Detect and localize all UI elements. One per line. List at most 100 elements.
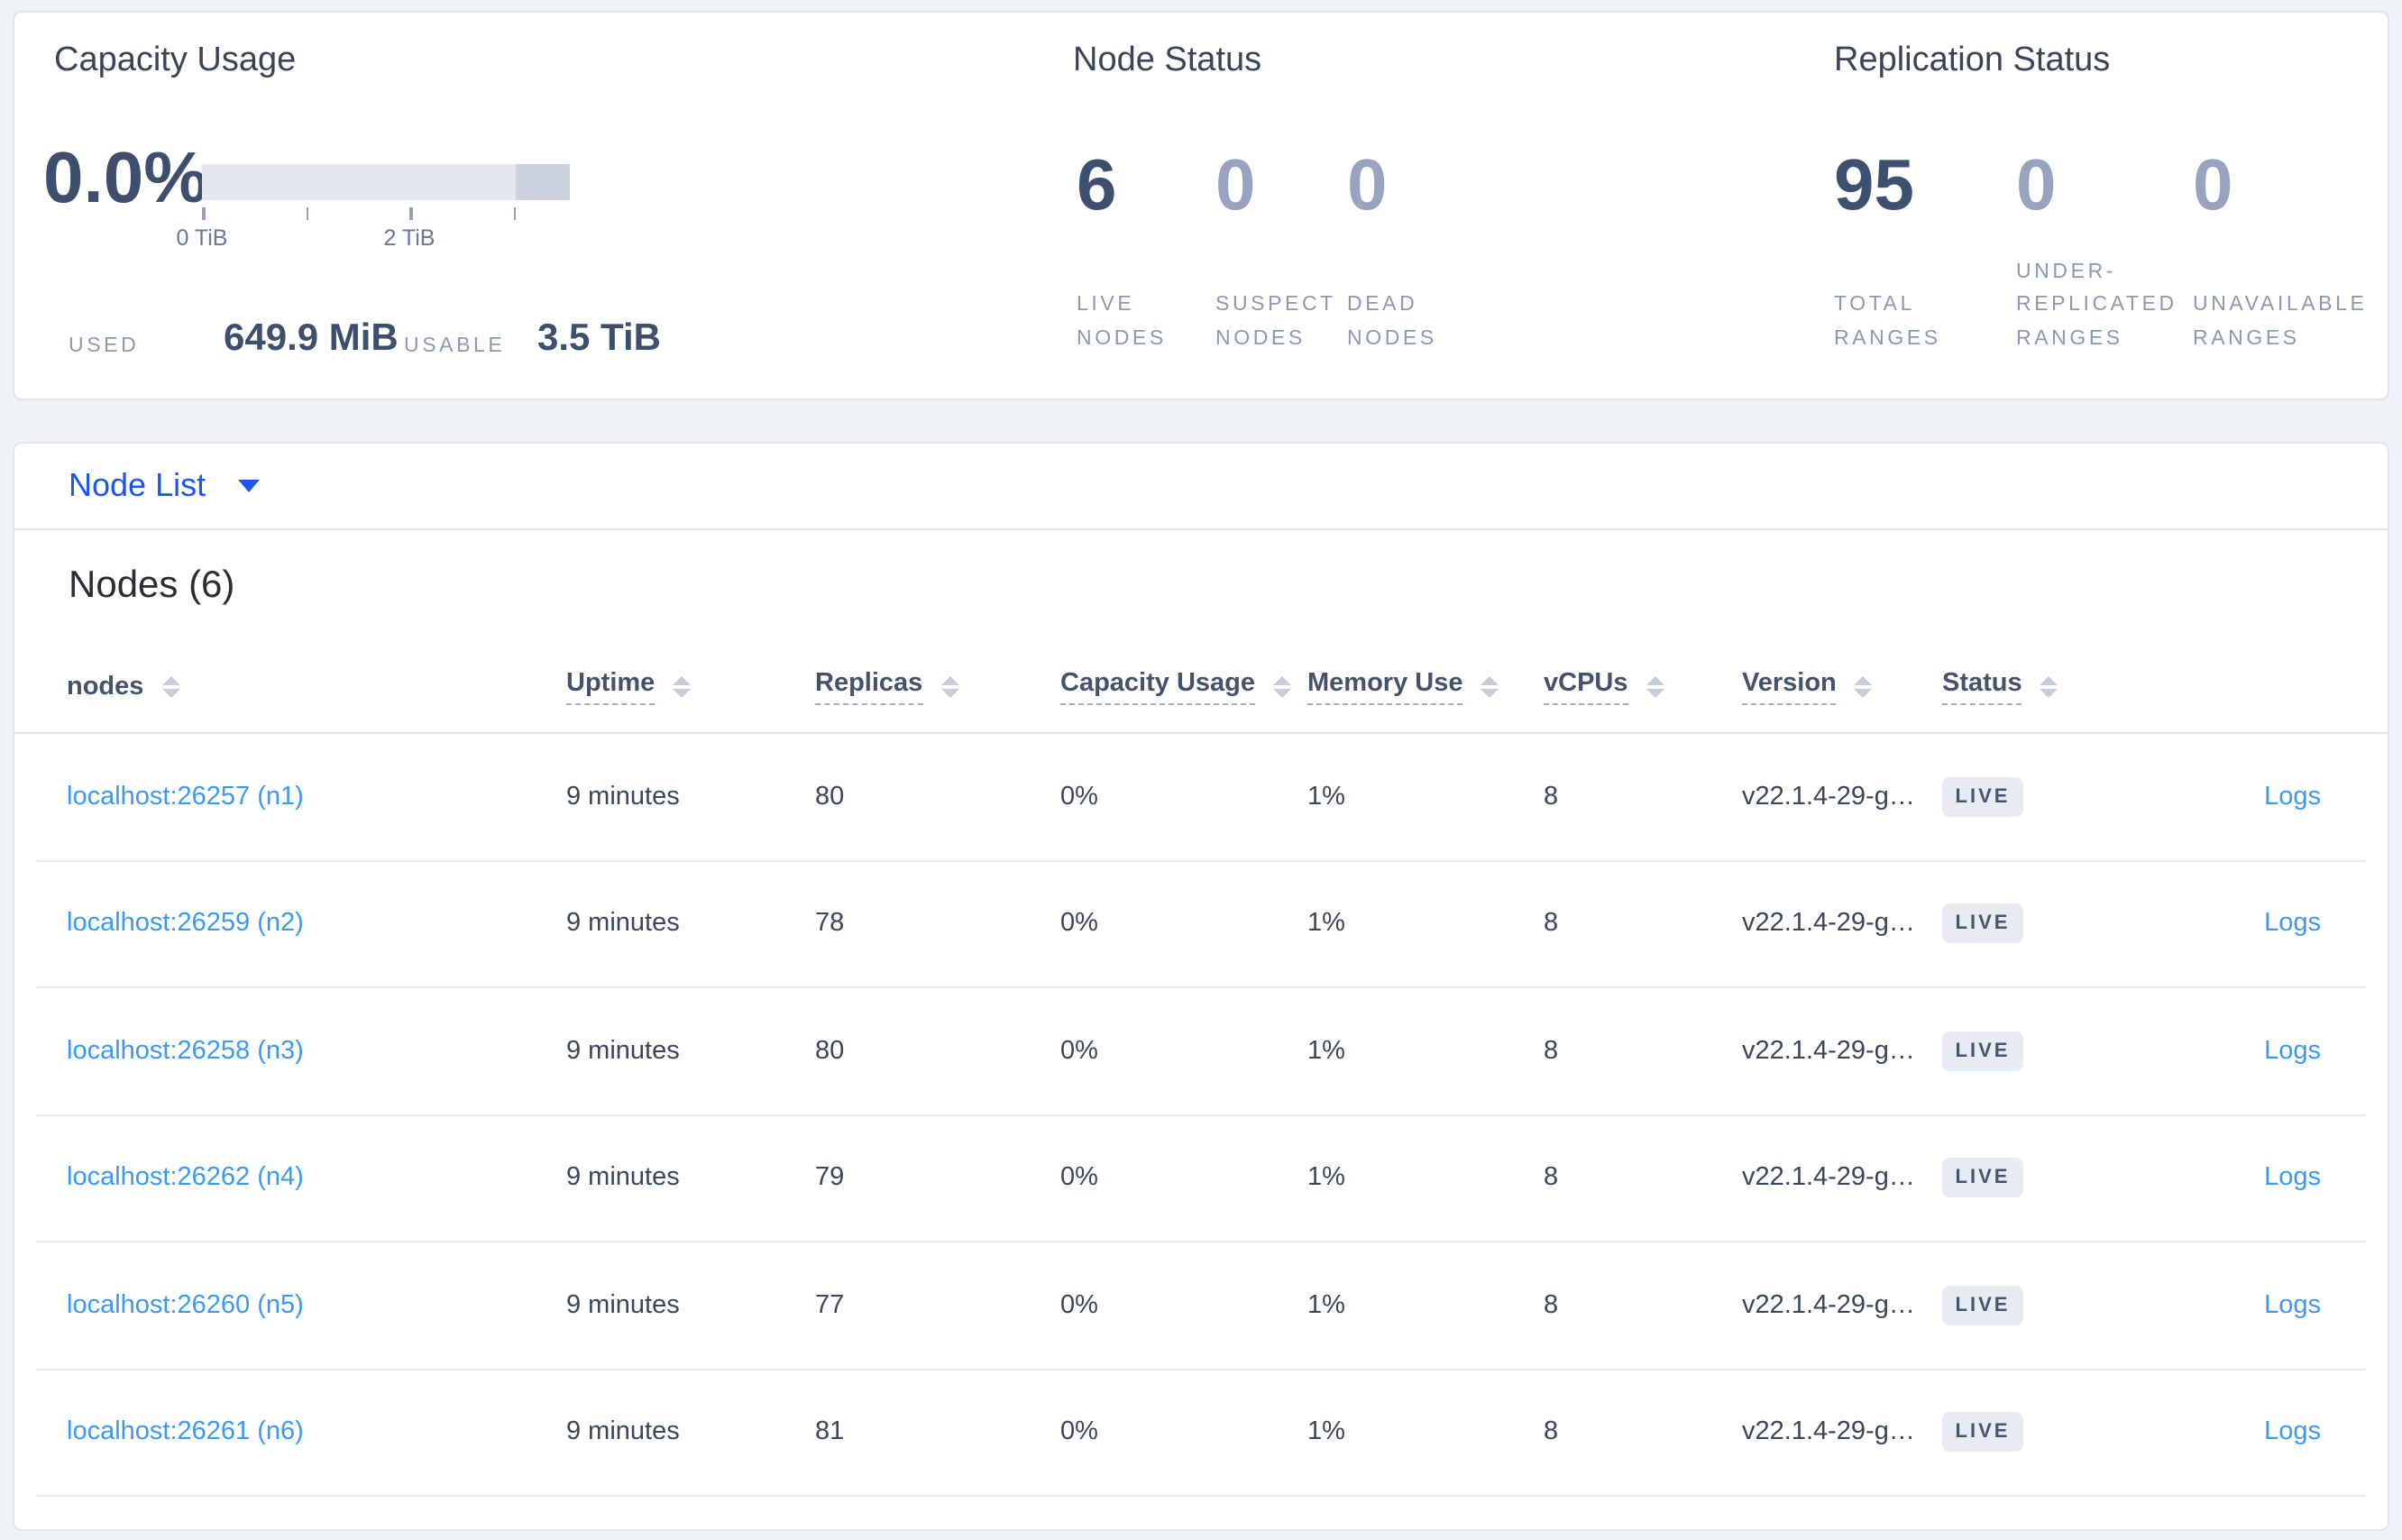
version-cell: v22.1.4-29-g… — [1742, 1036, 1915, 1066]
status-badge: LIVE — [1942, 776, 2023, 817]
axis-tick — [513, 207, 516, 220]
status-badge: LIVE — [1942, 1412, 2023, 1453]
table-row: localhost:26257 (n1) 9 minutes 80 0% 1% … — [36, 734, 2366, 861]
total-ranges-value: 95 — [1834, 146, 1914, 225]
table-row: localhost:26260 (n5) 9 minutes 77 0% 1% … — [36, 1242, 2366, 1370]
memory-use-cell: 1% — [1307, 1290, 1345, 1320]
vcpus-cell: 8 — [1544, 909, 1559, 939]
used-label: USED — [69, 335, 140, 357]
logs-link[interactable]: Logs — [2264, 1036, 2321, 1066]
replicas-cell: 79 — [815, 1163, 845, 1193]
node-status-title: Node Status — [1073, 41, 1262, 79]
replicas-cell: 80 — [815, 1036, 845, 1066]
sort-icon[interactable] — [1481, 675, 1499, 699]
node-link[interactable]: localhost:26262 (n4) — [67, 1163, 304, 1193]
sort-icon[interactable] — [1854, 675, 1873, 699]
column-header-uptime[interactable]: Uptime — [566, 669, 815, 705]
vcpus-cell: 8 — [1544, 782, 1559, 811]
live-nodes-value: 6 — [1077, 146, 1117, 225]
column-header-nodes[interactable]: nodes — [67, 673, 566, 701]
uptime-cell: 9 minutes — [566, 1163, 680, 1193]
vcpus-cell: 8 — [1544, 1290, 1559, 1320]
capacity-usage-cell: 0% — [1060, 1417, 1098, 1447]
cluster-summary-card: Capacity Usage 0.0% 0 TiB 2 TiB USED 649… — [13, 11, 2389, 400]
column-header-replicas[interactable]: Replicas — [815, 669, 1060, 705]
suspect-nodes-value: 0 — [1215, 146, 1256, 225]
replicas-cell: 80 — [815, 782, 845, 811]
version-cell: v22.1.4-29-g… — [1742, 1290, 1915, 1320]
capacity-usage-cell: 0% — [1060, 1036, 1098, 1066]
used-value: 649.9 MiB — [224, 317, 399, 359]
axis-tick-label: 0 TiB — [176, 225, 228, 251]
chevron-down-icon[interactable] — [238, 480, 261, 492]
logs-link[interactable]: Logs — [2264, 1290, 2321, 1320]
capacity-usage-cell: 0% — [1060, 782, 1098, 811]
unavailable-ranges-value: 0 — [2193, 146, 2233, 225]
logs-link[interactable]: Logs — [2264, 1417, 2321, 1447]
node-link[interactable]: localhost:26258 (n3) — [67, 1036, 304, 1066]
table-row: localhost:26261 (n6) 9 minutes 81 0% 1% … — [36, 1370, 2366, 1497]
logs-link[interactable]: Logs — [2264, 782, 2321, 811]
node-list-dropdown[interactable]: Node List — [69, 467, 206, 503]
capacity-usage-bar — [202, 164, 570, 200]
usable-value: 3.5 TiB — [537, 317, 661, 359]
usable-label: USABLE — [404, 335, 506, 357]
sort-icon[interactable] — [1273, 675, 1291, 699]
unavailable-ranges-label: UNAVAILABLE RANGES — [2193, 294, 2368, 350]
nodes-table-title: Nodes (6) — [69, 564, 235, 606]
vcpus-cell: 8 — [1544, 1417, 1559, 1447]
table-row: localhost:26258 (n3) 9 minutes 80 0% 1% … — [36, 988, 2366, 1115]
under-replicated-ranges-value: 0 — [2016, 146, 2057, 225]
version-cell: v22.1.4-29-g… — [1742, 1163, 1915, 1193]
sort-icon[interactable] — [940, 675, 959, 699]
sort-icon[interactable] — [673, 675, 692, 699]
status-badge: LIVE — [1942, 903, 2023, 944]
replicas-cell: 81 — [815, 1417, 845, 1447]
column-header-status[interactable]: Status — [1942, 669, 2171, 705]
capacity-bar-dark-segment — [516, 164, 570, 200]
replicas-cell: 77 — [815, 1290, 845, 1320]
capacity-usage-cell: 0% — [1060, 909, 1098, 939]
table-row: localhost:26262 (n4) 9 minutes 79 0% 1% … — [36, 1115, 2366, 1242]
sort-icon[interactable] — [161, 675, 180, 699]
column-header-capacity-usage[interactable]: Capacity Usage — [1060, 669, 1307, 705]
axis-tick — [202, 207, 205, 220]
node-link[interactable]: localhost:26261 (n6) — [67, 1417, 304, 1447]
vcpus-cell: 8 — [1544, 1036, 1559, 1066]
capacity-usage-cell: 0% — [1060, 1163, 1098, 1193]
uptime-cell: 9 minutes — [566, 782, 680, 811]
capacity-usage-cell: 0% — [1060, 1290, 1098, 1320]
uptime-cell: 9 minutes — [566, 1290, 680, 1320]
table-body: localhost:26257 (n1) 9 minutes 80 0% 1% … — [14, 734, 2388, 1497]
status-badge: LIVE — [1942, 1031, 2023, 1071]
column-header-version[interactable]: Version — [1742, 669, 1942, 705]
view-selector-bar: Node List — [14, 444, 2388, 530]
uptime-cell: 9 minutes — [566, 1417, 680, 1447]
node-link[interactable]: localhost:26259 (n2) — [67, 909, 304, 939]
memory-use-cell: 1% — [1307, 909, 1345, 939]
axis-tick — [409, 207, 412, 220]
column-header-vcpus[interactable]: vCPUs — [1544, 669, 1742, 705]
capacity-usage-title: Capacity Usage — [54, 41, 297, 79]
total-ranges-label: TOTAL RANGES — [1834, 294, 1941, 350]
replication-status-title: Replication Status — [1834, 41, 2111, 79]
memory-use-cell: 1% — [1307, 782, 1345, 811]
table-header-row: nodes Uptime Replicas Capacity Usage Mem… — [14, 642, 2388, 734]
capacity-percent-value: 0.0% — [43, 139, 208, 218]
dead-nodes-label: DEAD NODES — [1347, 294, 1437, 350]
logs-link[interactable]: Logs — [2264, 1163, 2321, 1193]
column-header-memory-use[interactable]: Memory Use — [1307, 669, 1544, 705]
status-badge: LIVE — [1942, 1158, 2023, 1198]
dead-nodes-value: 0 — [1347, 146, 1388, 225]
memory-use-cell: 1% — [1307, 1036, 1345, 1066]
status-badge: LIVE — [1942, 1285, 2023, 1325]
logs-link[interactable]: Logs — [2264, 909, 2321, 939]
uptime-cell: 9 minutes — [566, 1036, 680, 1066]
axis-tick-label: 2 TiB — [383, 225, 435, 251]
node-link[interactable]: localhost:26260 (n5) — [67, 1290, 304, 1320]
node-link[interactable]: localhost:26257 (n1) — [67, 782, 304, 811]
sort-icon[interactable] — [1646, 675, 1664, 699]
sort-icon[interactable] — [2040, 675, 2058, 699]
under-replicated-ranges-label: UNDER-REPLICATED RANGES — [2016, 261, 2177, 350]
suspect-nodes-label: SUSPECT NODES — [1215, 294, 1336, 350]
